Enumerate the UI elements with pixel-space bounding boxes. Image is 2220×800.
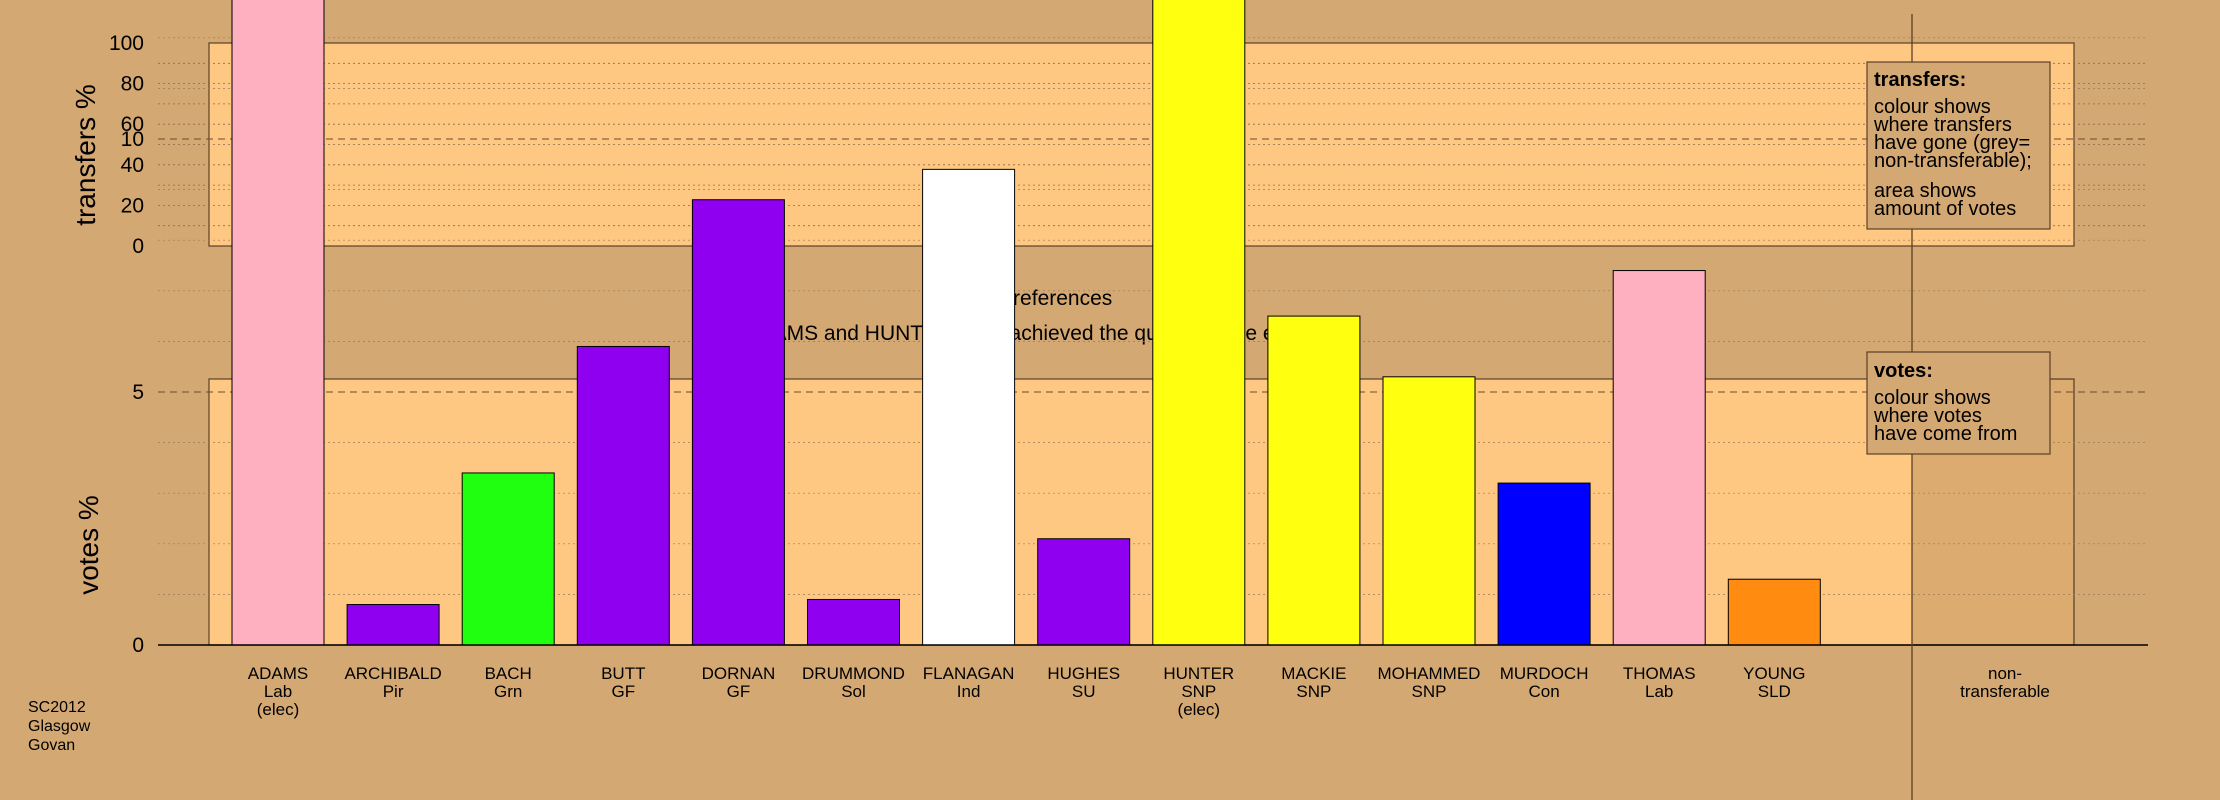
votes-ticks: 0510152025 (121, 128, 144, 657)
votes-tick-label: 5 (132, 381, 144, 404)
bar-hughes (1037, 538, 1131, 646)
bar-dornan (691, 199, 785, 646)
category-label: BACH (485, 664, 532, 683)
category-label: HUGHES (1047, 664, 1120, 683)
category-label: MURDOCH (1500, 664, 1589, 683)
transfers-legend-line: area shows (1874, 180, 1976, 202)
corner-label-line: Glasgow (28, 718, 91, 735)
category-label: Grn (494, 682, 522, 701)
non-transferable-label-line: transferable (1960, 682, 2050, 701)
category-label: YOUNG (1743, 664, 1805, 683)
election-identifier: SC2012 Glasgow Govan (28, 699, 91, 754)
votes-tick-label: 0 (132, 634, 144, 657)
category-label: SU (1072, 682, 1096, 701)
votes-legend-line: where votes (1873, 405, 1982, 427)
transfers-legend-line: non-transferable); (1874, 150, 2032, 172)
bar-thomas (1612, 270, 1706, 646)
category-label: DRUMMOND (802, 664, 905, 683)
transfers-legend-box (1866, 61, 2051, 230)
transfers-legend-heading: transfers: (1874, 69, 1966, 91)
transfers-tick-label: 40 (121, 154, 144, 177)
category-label: SNP (1412, 682, 1447, 701)
category-label: Sol (841, 682, 866, 701)
transfers-tick-label: 20 (121, 194, 144, 217)
corner-label-line: Govan (28, 737, 75, 754)
category-label: Con (1529, 682, 1560, 701)
bar-drummond (807, 598, 900, 646)
bar-mohammed (1382, 376, 1476, 646)
vote-bars (231, 0, 1821, 646)
category-label: Ind (957, 682, 981, 701)
corner-label-line: SC2012 (28, 699, 86, 716)
bar-adams (231, 0, 325, 646)
transfers-legend-line: where transfers (1873, 114, 2012, 136)
bar-bach (461, 472, 555, 646)
votes-legend-heading: votes: (1874, 360, 1933, 382)
transfers-axis-label: transfers % (70, 84, 101, 226)
category-label: SNP (1181, 682, 1216, 701)
votes-axis-label: votes % (73, 495, 104, 595)
bar-archibald (346, 604, 440, 646)
category-label: GF (727, 682, 751, 701)
category-label: SNP (1296, 682, 1331, 701)
category-label: HUNTER (1163, 664, 1234, 683)
category-label: THOMAS (1623, 664, 1696, 683)
bar-mackie (1267, 315, 1361, 646)
transfers-legend-line: have gone (grey= (1874, 132, 2030, 154)
category-label: (elec) (257, 700, 300, 719)
category-label: MACKIE (1281, 664, 1346, 683)
category-label: ADAMS (248, 664, 308, 683)
transfers-ticks: 0 20 40 60 80 100 (109, 32, 144, 258)
transfers-tick-label: 0 (132, 235, 144, 258)
transfers-legend-line: amount of votes (1874, 198, 2016, 220)
non-transferable-label-line: non- (1988, 664, 2022, 683)
category-label: ARCHIBALD (344, 664, 441, 683)
bar-hunter (1152, 0, 1246, 646)
votes-tick-label: 10 (121, 128, 144, 151)
category-label: Lab (264, 682, 292, 701)
category-labels: ADAMSLab(elec)ARCHIBALDPirBACHGrnBUTTGFD… (248, 664, 1806, 719)
transfers-legend-line: colour shows (1874, 96, 1991, 118)
category-label: GF (611, 682, 635, 701)
category-label: SLD (1758, 682, 1791, 701)
votes-legend-box (1866, 351, 2051, 455)
non-transferable-label: non-transferable (1960, 664, 2050, 701)
category-label: DORNAN (702, 664, 776, 683)
category-label: Lab (1645, 682, 1673, 701)
category-label: FLANAGAN (923, 664, 1015, 683)
bar-flanagan (922, 168, 1016, 646)
transfers-tick-label: 60 (121, 113, 144, 136)
transfers-tick-label: 100 (109, 32, 144, 55)
transfers-tick-label: 80 (121, 73, 144, 96)
category-label: Pir (383, 682, 404, 701)
bar-murdoch (1497, 482, 1591, 646)
votes-legend-line: have come from (1874, 423, 2017, 445)
category-label: (elec) (1178, 700, 1221, 719)
category-label: MOHAMMED (1378, 664, 1481, 683)
bar-butt (576, 345, 670, 646)
votes-legend-line: colour shows (1874, 387, 1991, 409)
category-label: BUTT (601, 664, 645, 683)
bar-young (1727, 578, 1821, 646)
